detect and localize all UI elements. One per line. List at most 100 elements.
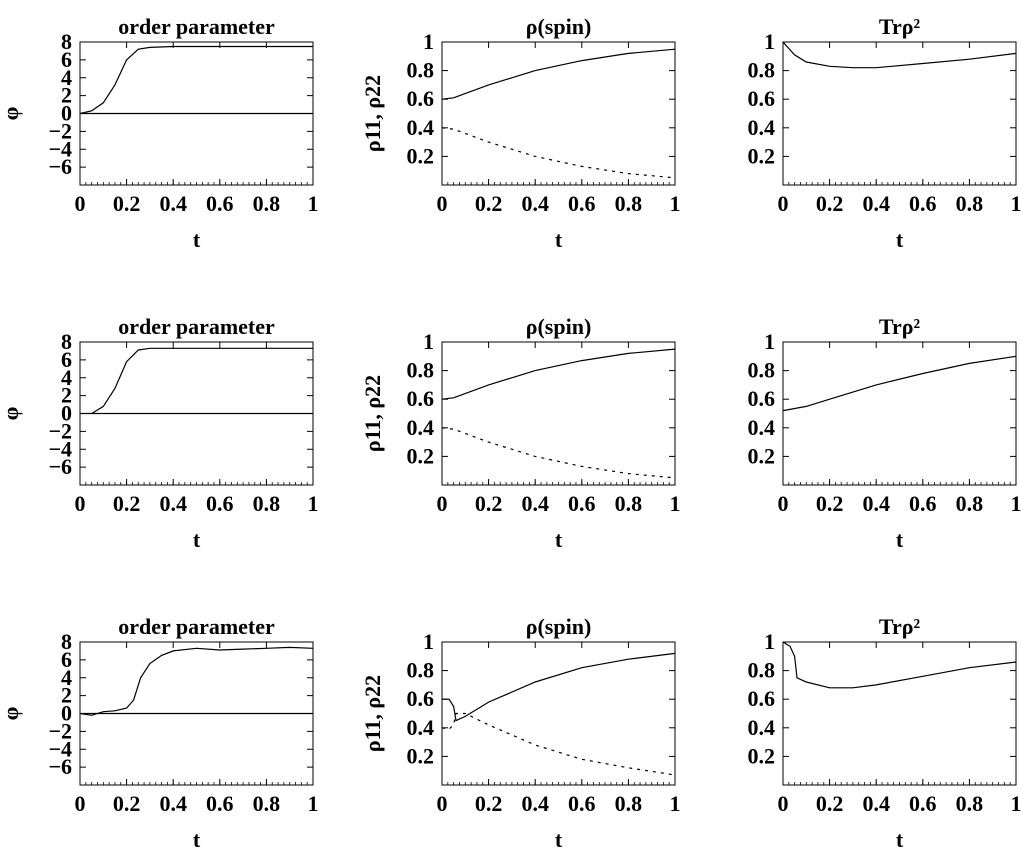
x-axis-label: t	[555, 227, 563, 252]
x-tick-label: 1	[670, 191, 681, 216]
x-tick-label: 0.2	[816, 491, 844, 516]
series-line-2	[441, 712, 676, 776]
chart-title: order parameter	[118, 614, 275, 639]
x-tick-label: 0	[437, 791, 448, 816]
x-tick-label: 0	[778, 491, 789, 516]
x-tick-label: 0.4	[521, 791, 549, 816]
x-tick-label: 0.2	[816, 191, 844, 216]
y-tick-label: −4	[48, 736, 72, 761]
y-tick-label: 8	[61, 329, 72, 354]
y-tick-label: 4	[61, 365, 72, 390]
y-tick-label: 0.6	[748, 686, 776, 711]
y-tick-label: 0.4	[748, 415, 776, 440]
x-tick-label: 0.8	[615, 791, 643, 816]
y-tick-label: 0	[61, 101, 72, 126]
y-tick-label: 0.4	[407, 415, 435, 440]
x-axis-label: t	[896, 827, 904, 852]
y-tick-label: 0.6	[407, 86, 435, 111]
y-tick-label: 0.6	[407, 686, 435, 711]
y-tick-label: 0.6	[748, 86, 776, 111]
y-tick-label: 6	[61, 47, 72, 72]
chart-title: Trρ²	[879, 314, 921, 339]
chart-title: order parameter	[118, 14, 275, 39]
x-tick-label: 0.6	[909, 791, 937, 816]
x-tick-label: 0.6	[568, 791, 596, 816]
y-tick-label: 1	[423, 29, 434, 54]
x-axis-label: t	[555, 527, 563, 552]
y-tick-label: −6	[48, 154, 72, 179]
y-tick-label: 0.8	[748, 58, 776, 83]
x-tick-label: 0.4	[862, 191, 890, 216]
y-tick-label: 8	[61, 29, 72, 54]
x-axis-label: t	[193, 527, 201, 552]
y-tick-label: 1	[423, 629, 434, 654]
x-axis-label: t	[193, 227, 201, 252]
y-tick-label: −2	[48, 118, 72, 143]
x-tick-label: 0.2	[113, 791, 141, 816]
x-tick-label: 0	[778, 791, 789, 816]
y-tick-label: 0.2	[748, 743, 776, 768]
y-tick-label: −6	[48, 754, 72, 779]
x-tick-label: 0.8	[956, 191, 984, 216]
series-line-1	[441, 348, 676, 400]
y-tick-label: −4	[48, 136, 72, 161]
y-tick-label: −4	[48, 436, 72, 461]
y-tick-label: 0.2	[407, 443, 435, 468]
plot-frame	[782, 341, 1017, 486]
y-tick-label: 2	[61, 83, 72, 108]
y-axis-label: ρ11, ρ22	[360, 675, 385, 752]
x-tick-label: 0.2	[113, 191, 141, 216]
x-tick-label: 1	[670, 491, 681, 516]
y-tick-label: 0.2	[407, 143, 435, 168]
x-tick-label: 0	[437, 491, 448, 516]
y-axis-label: ρ11, ρ22	[360, 75, 385, 152]
y-tick-label: 1	[764, 629, 775, 654]
y-tick-label: 6	[61, 347, 72, 372]
x-tick-label: 0.4	[862, 791, 890, 816]
y-tick-label: −2	[48, 718, 72, 743]
series-line-1	[79, 646, 314, 716]
y-tick-label: 0.2	[748, 443, 776, 468]
y-tick-label: 0	[61, 701, 72, 726]
x-tick-label: 0.2	[475, 191, 503, 216]
x-tick-label: 0.2	[475, 791, 503, 816]
y-tick-label: 1	[423, 329, 434, 354]
y-axis-label: φ	[0, 707, 23, 721]
chart-title: ρ(spin)	[526, 14, 592, 39]
x-tick-label: 0.4	[159, 791, 187, 816]
x-tick-label: 1	[308, 491, 319, 516]
y-tick-label: 4	[61, 65, 72, 90]
x-axis-label: t	[193, 827, 201, 852]
x-tick-label: 0	[437, 191, 448, 216]
x-tick-label: 0	[75, 491, 86, 516]
x-tick-label: 0.6	[909, 191, 937, 216]
x-tick-label: 0.6	[568, 491, 596, 516]
chart-title: ρ(spin)	[526, 314, 592, 339]
x-tick-label: 0.6	[568, 191, 596, 216]
y-tick-label: 0.4	[407, 115, 435, 140]
chart-title: order parameter	[118, 314, 275, 339]
x-tick-label: 0	[75, 191, 86, 216]
x-tick-label: 0.8	[956, 491, 984, 516]
x-tick-label: 0.4	[862, 491, 890, 516]
plot-frame	[441, 341, 676, 486]
x-tick-label: 0.6	[206, 791, 234, 816]
y-axis-label: φ	[0, 107, 23, 121]
plot-frame	[441, 641, 676, 786]
x-axis-label: t	[896, 527, 904, 552]
y-tick-label: 4	[61, 665, 72, 690]
chart-title: Trρ²	[879, 14, 921, 39]
y-tick-label: 0.8	[748, 358, 776, 383]
series-line-1	[782, 355, 1017, 412]
y-tick-label: 0.4	[407, 715, 435, 740]
y-tick-label: 0.2	[748, 143, 776, 168]
x-tick-label: 1	[1011, 491, 1021, 516]
x-tick-label: 1	[1011, 791, 1021, 816]
y-tick-label: 0.4	[748, 115, 776, 140]
y-axis-label: φ	[0, 407, 23, 421]
